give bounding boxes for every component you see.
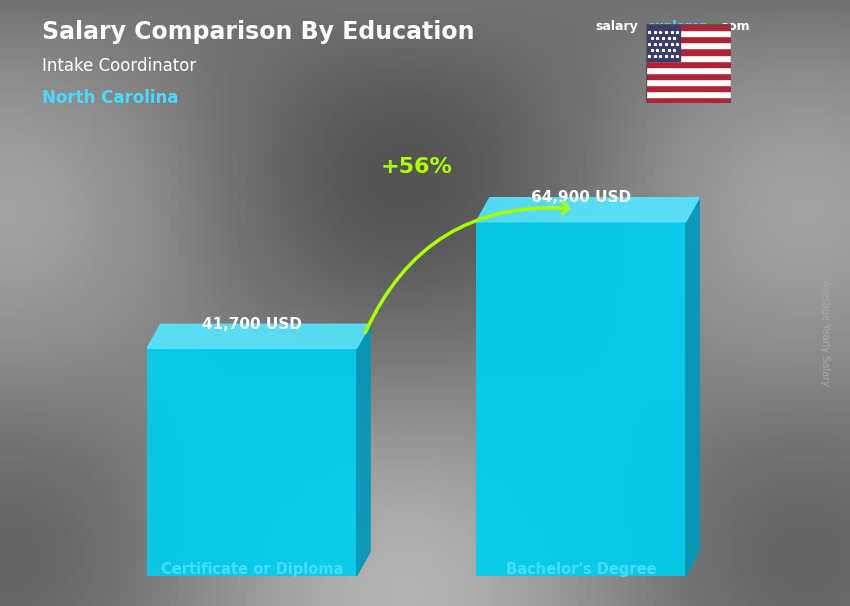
Text: 64,900 USD: 64,900 USD <box>531 190 631 205</box>
Text: Average Yearly Salary: Average Yearly Salary <box>819 281 830 386</box>
Bar <box>646 79 731 85</box>
Text: +56%: +56% <box>381 157 452 177</box>
Text: Certificate or Diploma: Certificate or Diploma <box>161 562 343 577</box>
Bar <box>646 97 731 103</box>
Bar <box>646 67 731 73</box>
Bar <box>646 85 731 91</box>
Text: explorer: explorer <box>648 19 706 33</box>
Bar <box>646 61 731 67</box>
Bar <box>646 55 731 61</box>
Text: Bachelor's Degree: Bachelor's Degree <box>506 562 656 577</box>
Polygon shape <box>686 198 700 576</box>
Polygon shape <box>357 324 370 576</box>
Bar <box>646 48 731 55</box>
Polygon shape <box>147 324 370 348</box>
FancyBboxPatch shape <box>147 348 357 576</box>
Text: Salary Comparison By Education: Salary Comparison By Education <box>42 19 475 44</box>
Text: .com: .com <box>717 19 751 33</box>
Bar <box>646 73 731 79</box>
Polygon shape <box>476 198 700 222</box>
Bar <box>646 24 731 30</box>
Bar <box>646 91 731 97</box>
Text: salary: salary <box>595 19 638 33</box>
Bar <box>646 36 731 42</box>
Text: 41,700 USD: 41,700 USD <box>202 317 302 332</box>
Text: Intake Coordinator: Intake Coordinator <box>42 57 196 75</box>
FancyBboxPatch shape <box>476 222 686 576</box>
Bar <box>646 42 731 48</box>
Bar <box>646 30 731 36</box>
Text: North Carolina: North Carolina <box>42 90 178 107</box>
Bar <box>646 24 680 61</box>
